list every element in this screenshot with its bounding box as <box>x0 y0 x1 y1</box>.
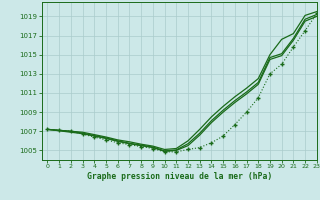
X-axis label: Graphe pression niveau de la mer (hPa): Graphe pression niveau de la mer (hPa) <box>87 172 272 181</box>
